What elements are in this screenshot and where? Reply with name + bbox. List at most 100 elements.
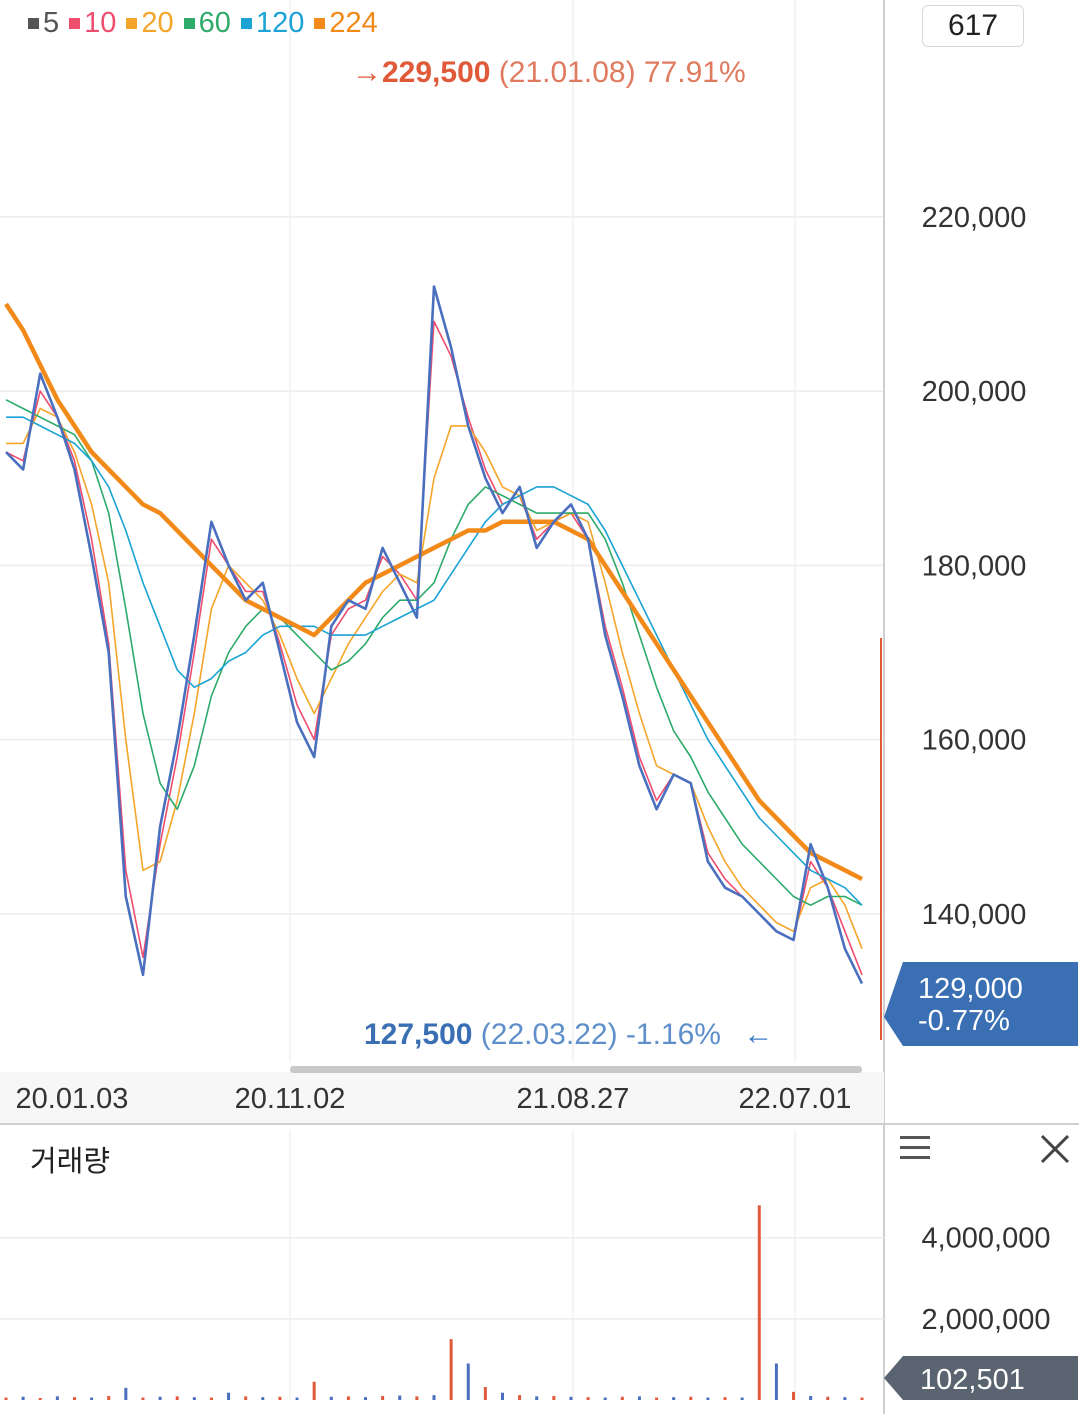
volume-bar: [295, 1397, 299, 1400]
volume-bar: [244, 1396, 248, 1400]
legend-label: 224: [329, 6, 378, 39]
legend-item-5[interactable]: 5: [28, 7, 59, 40]
series-line-224: [4, 302, 864, 882]
ma-legend: 5 10 20 60 120 224: [28, 6, 378, 40]
date-axis-band: [0, 1072, 884, 1125]
legend-item-60[interactable]: 60: [183, 6, 231, 40]
volume-bar: [483, 1387, 487, 1400]
legend-label: 10: [84, 6, 117, 39]
volume-bar: [620, 1396, 624, 1400]
min-arrow: ←: [743, 1018, 774, 1051]
volume-bar: [518, 1395, 522, 1400]
count-box[interactable]: 617: [922, 5, 1024, 47]
legend-item-10[interactable]: 10: [69, 7, 116, 40]
volume-bar: [586, 1397, 590, 1400]
price-tick-label: 160,000: [922, 725, 1027, 757]
price-tick-label: 180,000: [922, 550, 1027, 582]
volume-bar: [312, 1381, 316, 1400]
max-value: 229,500: [382, 56, 491, 89]
scroll-thumb[interactable]: [290, 1066, 862, 1073]
volume-bar: [672, 1397, 676, 1400]
legend-swatch: [28, 17, 39, 29]
volume-panel-title: 거래량: [30, 1146, 111, 1178]
series-line-60: [5, 399, 863, 906]
volume-bar: [278, 1396, 282, 1400]
volume-bar: [124, 1387, 128, 1400]
volume-grid: [0, 1236, 884, 1320]
date-tick-label: 21.08.27: [517, 1083, 630, 1115]
max-date: (21.01.08): [498, 56, 636, 89]
current-price-tag: [884, 962, 1078, 1046]
series-line-10: [5, 320, 863, 976]
volume-bar: [432, 1395, 436, 1400]
volume-bar: [346, 1396, 350, 1400]
volume-bar: [535, 1396, 539, 1400]
volume-bar: [449, 1339, 453, 1400]
close-icon[interactable]: [1038, 1132, 1072, 1166]
volume-bar: [466, 1363, 470, 1400]
volume-bar: [90, 1397, 94, 1400]
max-pct: 77.91%: [643, 56, 746, 89]
volume-bar: [552, 1395, 556, 1400]
price-grid: [0, 216, 884, 915]
date-grid: [289, 0, 796, 1400]
price-tick-label: 220,000: [922, 202, 1027, 234]
min-value: 127,500: [364, 1018, 473, 1051]
date-tick-label: 20.01.03: [16, 1083, 129, 1115]
volume-bar: [227, 1392, 231, 1400]
price-tick-label: 140,000: [922, 899, 1027, 931]
menu-icon[interactable]: [900, 1136, 930, 1162]
volume-bar: [261, 1397, 265, 1400]
volume-bar: [569, 1396, 573, 1400]
volume-bars: [4, 1205, 864, 1400]
volume-tick-label: 4,000,000: [921, 1223, 1050, 1255]
legend-label: 5: [43, 6, 60, 39]
current-volume-value: 102,501: [920, 1364, 1025, 1396]
price-axis-ticks: 220,000 200,000 180,000 160,000 140,000: [922, 202, 1027, 931]
legend-label: 60: [198, 6, 231, 39]
volume-bar: [72, 1397, 76, 1400]
series-line-5: [5, 285, 864, 985]
current-price-value: 129,000: [918, 973, 1023, 1005]
volume-bar: [774, 1363, 778, 1400]
volume-axis-ticks: 4,000,000 2,000,000: [921, 1223, 1050, 1336]
volume-bar: [809, 1395, 813, 1400]
series-line-20: [6, 407, 863, 949]
volume-bar: [55, 1396, 59, 1400]
volume-bar: [21, 1396, 25, 1400]
legend-swatch: [69, 17, 81, 29]
volume-bar: [706, 1397, 710, 1400]
volume-bar: [757, 1205, 761, 1400]
date-tick-label: 22.07.01: [739, 1083, 852, 1115]
volume-bar: [381, 1395, 385, 1400]
volume-bar: [860, 1397, 864, 1400]
volume-bar: [209, 1397, 213, 1400]
volume-bar: [689, 1396, 693, 1400]
current-volume-tag: [884, 1356, 1078, 1400]
legend-swatch: [240, 17, 252, 29]
legend-item-20[interactable]: 20: [126, 6, 174, 40]
volume-bar: [141, 1397, 145, 1400]
volume-tick-label: 2,000,000: [921, 1304, 1050, 1336]
volume-bar: [792, 1391, 796, 1400]
legend-swatch: [314, 17, 326, 29]
volume-bar: [175, 1396, 179, 1400]
volume-bar: [364, 1397, 368, 1400]
legend-item-120[interactable]: 120: [240, 6, 305, 40]
legend-label: 20: [141, 6, 174, 39]
volume-bar: [329, 1396, 333, 1400]
legend-label: 120: [255, 6, 305, 39]
min-price-annotation: 127,500 (22.03.22) -1.16% ←: [364, 1018, 773, 1052]
volume-bar: [192, 1397, 196, 1400]
date-axis-ticks: 20.01.03 20.11.02 21.08.27 22.07.01: [16, 1083, 852, 1115]
date-tick-label: 20.11.02: [235, 1083, 346, 1115]
volume-bar: [740, 1397, 744, 1400]
price-line: [5, 285, 864, 985]
legend-item-224[interactable]: 224: [314, 6, 378, 40]
moving-average-lines: [4, 302, 864, 976]
volume-bar: [500, 1392, 504, 1400]
volume-bar: [158, 1396, 162, 1400]
volume-bar: [38, 1397, 42, 1400]
volume-bar: [723, 1397, 727, 1400]
